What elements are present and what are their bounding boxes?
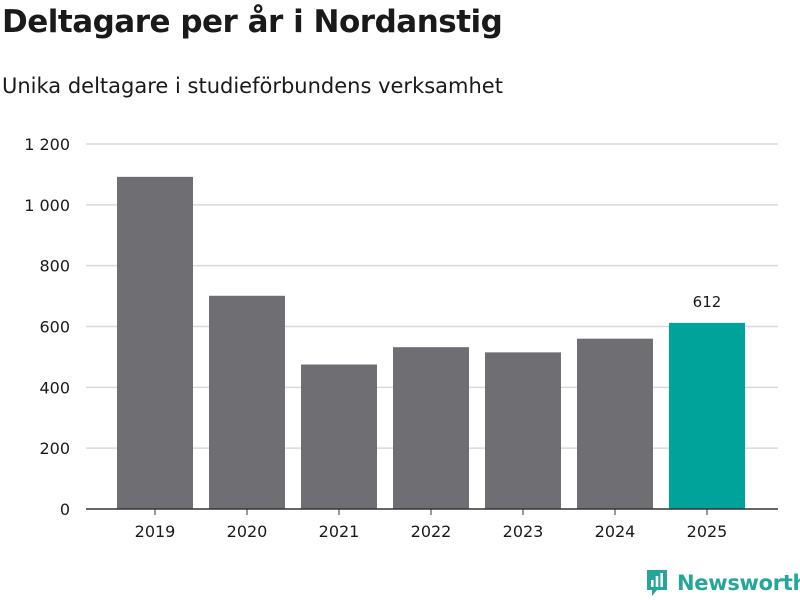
- bar: [485, 352, 561, 509]
- y-tick-label: 1 000: [24, 196, 70, 215]
- x-tick-label: 2025: [687, 522, 728, 541]
- y-tick-label: 0: [60, 500, 70, 519]
- bar: [577, 338, 653, 509]
- x-tick-label: 2024: [595, 522, 636, 541]
- bar: [209, 295, 285, 509]
- chart-title: Deltagare per år i Nordanstig: [2, 4, 503, 40]
- chart-subtitle: Unika deltagare i studieförbundens verks…: [2, 74, 503, 98]
- y-tick-label: 200: [39, 439, 70, 458]
- brand-name: Newsworthy: [677, 571, 800, 595]
- bar: [301, 364, 377, 509]
- y-tick-label: 1 200: [24, 135, 70, 154]
- brand-logo: Newsworthy: [645, 568, 800, 598]
- bar: [669, 322, 745, 509]
- x-axis-ticks: 2019 2020 2021 2022 2023 2024 2025: [86, 508, 778, 541]
- x-tick-label: 2021: [319, 522, 360, 541]
- y-axis-ticks: 0 200 400 600 800 1 000 1 200: [24, 135, 70, 519]
- data-labels: 612: [693, 293, 722, 311]
- newsworthy-logo-icon: [647, 570, 667, 596]
- bar: [393, 347, 469, 509]
- x-tick-label: 2019: [135, 522, 176, 541]
- bars: [117, 176, 745, 509]
- y-tick-label: 600: [39, 318, 70, 337]
- bar: [117, 176, 193, 509]
- x-tick-label: 2022: [411, 522, 452, 541]
- y-tick-label: 400: [39, 378, 70, 397]
- y-tick-label: 800: [39, 257, 70, 276]
- data-label: 612: [693, 293, 722, 311]
- x-tick-label: 2020: [227, 522, 268, 541]
- x-tick-label: 2023: [503, 522, 544, 541]
